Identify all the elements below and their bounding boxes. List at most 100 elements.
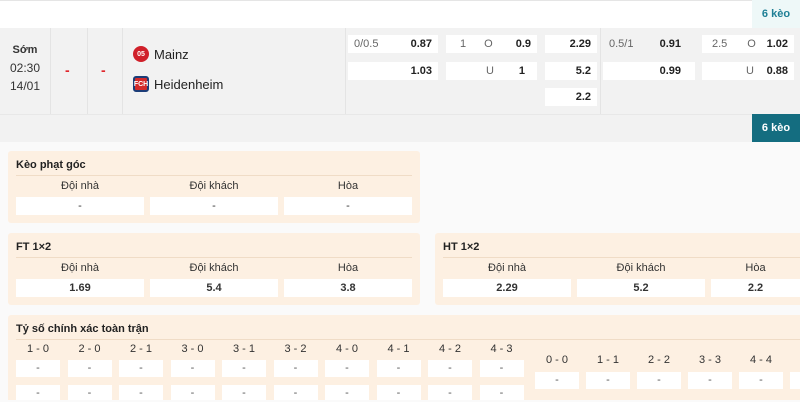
score-odds-away[interactable]: -: [222, 385, 266, 400]
over-label: O: [484, 38, 493, 50]
odds-away[interactable]: 5.4: [150, 279, 278, 297]
heidenheim-logo-icon: FCH: [133, 76, 149, 92]
home-team-name: Mainz: [154, 46, 189, 62]
score-odds-home[interactable]: -: [16, 360, 60, 377]
ft-1x2-away[interactable]: 5.2: [545, 62, 597, 80]
header-away: Đội khách: [616, 262, 666, 274]
score-odds-away[interactable]: -: [16, 385, 60, 400]
score-label: 1 - 0: [26, 343, 49, 355]
header-home: Đội nhà: [488, 262, 526, 274]
score-odds-draw[interactable]: -: [688, 372, 732, 389]
score-odds-home[interactable]: -: [325, 360, 369, 377]
away-score: -: [101, 62, 106, 78]
ft-over[interactable]: 1 O 0.9: [446, 35, 537, 53]
draw-score-label: 4 - 4: [749, 354, 772, 366]
score-odds-cell[interactable]: [790, 372, 800, 389]
score-odds-home[interactable]: -: [479, 360, 524, 377]
panel-title: Kèo phạt góc: [16, 159, 86, 171]
odds-value: 0.9: [515, 38, 531, 50]
odds-value: 1: [518, 65, 525, 77]
score-odds-away[interactable]: -: [170, 385, 215, 400]
odds-draw[interactable]: -: [284, 197, 412, 215]
away-team[interactable]: FCH Heidenheim: [133, 76, 223, 92]
draw-score-label: 3 - 3: [698, 354, 721, 366]
match-date: 14/01: [9, 79, 41, 93]
score-odds-home[interactable]: -: [273, 360, 318, 377]
score-odds-draw[interactable]: -: [586, 372, 630, 389]
under-label: U: [746, 65, 754, 77]
odds-away[interactable]: -: [150, 197, 278, 215]
header-away: Đội khách: [189, 262, 239, 274]
match-status: Sớm: [12, 44, 38, 56]
odds-value: 0.88: [766, 65, 788, 77]
score-label: 2 - 0: [78, 343, 101, 355]
under-label: U: [486, 65, 494, 77]
panel-title: HT 1×2: [443, 241, 480, 253]
header-draw: Hòa: [745, 262, 766, 274]
more-bets-button-active[interactable]: 6 kèo: [752, 114, 800, 142]
ou-line: 1: [460, 38, 467, 50]
divider: [122, 28, 123, 114]
score-odds-away[interactable]: -: [67, 385, 112, 400]
ft-handicap-away[interactable]: 1.03: [348, 62, 438, 80]
ht-over[interactable]: 2.5 O 1.02: [702, 35, 794, 53]
ft-handicap-home[interactable]: 0/0.5 0.87: [348, 35, 438, 53]
score-odds-draw[interactable]: -: [535, 372, 579, 389]
ou-line: 2.5: [712, 38, 728, 50]
divider: [50, 28, 51, 114]
score-odds-away[interactable]: -: [428, 385, 472, 400]
odds-home[interactable]: 2.29: [443, 279, 571, 297]
correct-score-panel: Tỷ số chính xác toàn trận 1 - 0--2 - 0--…: [8, 315, 800, 400]
odds-value: 5.2: [575, 65, 591, 77]
odds-home[interactable]: 1.69: [16, 279, 144, 297]
panel-title: Tỷ số chính xác toàn trận: [16, 323, 149, 335]
handicap-line: 0.5/1: [609, 38, 634, 50]
score-odds-draw[interactable]: -: [739, 372, 783, 389]
handicap-line: 0/0.5: [354, 38, 379, 50]
header-home: Đội nhà: [61, 180, 99, 192]
odds-draw[interactable]: 3.8: [284, 279, 412, 297]
odds-draw[interactable]: 2.2: [711, 279, 800, 297]
score-odds-home[interactable]: -: [67, 360, 112, 377]
odds-home[interactable]: -: [16, 197, 144, 215]
expand-bar: [0, 114, 800, 142]
score-odds-away[interactable]: -: [119, 385, 163, 400]
score-odds-home[interactable]: -: [222, 360, 266, 377]
ft-1x2-draw[interactable]: 2.2: [545, 88, 597, 106]
draw-score-label: 2 - 2: [647, 354, 670, 366]
header-draw: Hòa: [337, 262, 359, 274]
draw-score-label: 1 - 1: [596, 354, 619, 366]
ht-handicap-home[interactable]: 0.5/1 0.91: [603, 35, 695, 53]
more-bets-button[interactable]: 6 kèo: [752, 0, 800, 28]
score-odds-away[interactable]: -: [273, 385, 318, 400]
odds-value: 2.29: [569, 38, 591, 50]
home-team[interactable]: 05 Mainz: [133, 46, 189, 62]
odds-away[interactable]: 5.2: [577, 279, 705, 297]
score-label: 4 - 3: [490, 343, 513, 355]
divider: [600, 28, 601, 114]
ht-under[interactable]: U 0.88: [702, 62, 794, 80]
top-bar: [0, 0, 800, 28]
score-odds-away[interactable]: -: [376, 385, 421, 400]
score-odds-home[interactable]: -: [170, 360, 215, 377]
score-label: 4 - 2: [438, 343, 461, 355]
score-odds-away[interactable]: -: [325, 385, 369, 400]
header-away: Đội khách: [189, 180, 239, 192]
ht-handicap-away[interactable]: 0.99: [603, 62, 695, 80]
score-odds-home[interactable]: -: [428, 360, 472, 377]
odds-value: 1.02: [766, 38, 788, 50]
header-home: Đội nhà: [61, 262, 99, 274]
score-odds-away[interactable]: -: [479, 385, 524, 400]
odds-value: 2.2: [575, 91, 591, 103]
odds-value: 0.99: [659, 65, 681, 77]
score-odds-draw[interactable]: -: [637, 372, 681, 389]
score-odds-home[interactable]: -: [119, 360, 163, 377]
score-label: 3 - 2: [284, 343, 307, 355]
score-label: 4 - 0: [335, 343, 358, 355]
ft-1x2-home[interactable]: 2.29: [545, 35, 597, 53]
score-odds-home[interactable]: -: [376, 360, 421, 377]
divider: [345, 28, 346, 114]
away-team-name: Heidenheim: [154, 76, 224, 92]
odds-value: 0.87: [410, 38, 432, 50]
